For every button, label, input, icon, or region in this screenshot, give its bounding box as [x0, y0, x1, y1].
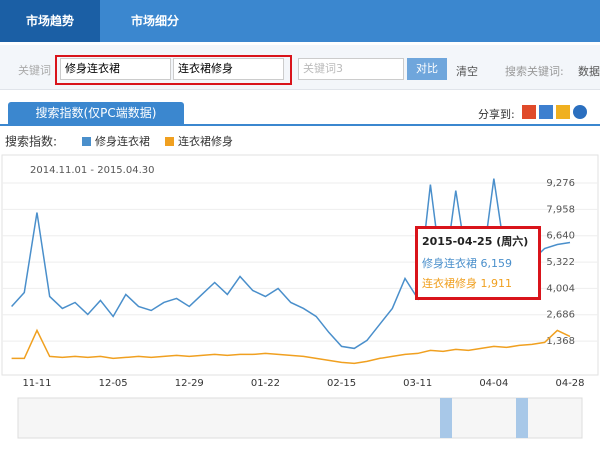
x-tick-label: 04-04: [479, 378, 508, 389]
tooltip-value: 1,911: [480, 277, 513, 290]
button[interactable]: 对比: [407, 58, 447, 80]
y-tick-label: 7,958: [546, 204, 575, 215]
input[interactable]: 修身连衣裙: [60, 58, 171, 80]
y-tick-label: 6,640: [546, 231, 575, 242]
subtitle: 2014.11.01 - 2015.04.30: [30, 165, 154, 176]
x-tick-label: 11-11: [22, 378, 51, 389]
icon[interactable]: [539, 105, 553, 119]
label: 关键词: [18, 64, 51, 77]
legend-title: 搜索指数:: [5, 134, 57, 149]
section-tab: 搜索指数(仅PC端数据): [8, 102, 184, 124]
share: 分享到:: [478, 108, 515, 121]
tooltip-name: 连衣裙修身: [422, 277, 477, 290]
input[interactable]: 关键词3: [298, 58, 404, 80]
tooltip-value: 6,159: [480, 257, 513, 270]
x-tick-label: 03-11: [403, 378, 432, 389]
icon[interactable]: [522, 105, 536, 119]
x-tick-label: 12-05: [99, 378, 128, 389]
tab[interactable]: 市场趋势: [0, 0, 100, 42]
tooltip: 2015-04-25 (周六) 修身连衣裙 6,159 连衣裙修身 1,911: [415, 226, 541, 300]
highlight: [55, 55, 292, 85]
icon[interactable]: [556, 105, 570, 119]
x-tick-label: 04-28: [555, 378, 584, 389]
x-tick-label: 12-29: [175, 378, 204, 389]
rule: [0, 124, 600, 126]
tooltip-row: 修身连衣裙 6,159: [422, 255, 534, 271]
series-line: [11, 328, 571, 365]
tooltip-date: 2015-04-25 (周六): [422, 235, 529, 248]
navigator-handle[interactable]: [440, 398, 452, 438]
navigator[interactable]: [17, 397, 583, 439]
input[interactable]: 连衣裙修身: [173, 58, 284, 80]
label: 搜索关键词:: [505, 65, 564, 78]
y-tick-label: 5,322: [546, 257, 575, 268]
top-bar: [0, 0, 600, 42]
legend-label: 修身连衣裙: [95, 134, 150, 148]
y-tick-label: 9,276: [546, 178, 575, 189]
tooltip-name: 修身连衣裙: [422, 257, 477, 270]
x-tick-label: 02-15: [327, 378, 356, 389]
icon[interactable]: [573, 105, 587, 119]
label: 数据: [578, 65, 600, 78]
navigator-handle[interactable]: [516, 398, 528, 438]
y-tick-label: 1,368: [546, 336, 575, 347]
legend-swatch: [165, 137, 174, 146]
legend-label: 连衣裙修身: [178, 134, 233, 148]
y-tick-label: 2,686: [546, 310, 575, 321]
link[interactable]: 清空: [456, 65, 478, 78]
y-tick-label: 4,004: [546, 283, 575, 294]
tab[interactable]: 市场细分: [130, 14, 179, 28]
tooltip-row: 连衣裙修身 1,911: [422, 275, 534, 291]
x-tick-label: 01-22: [251, 378, 280, 389]
legend-swatch: [82, 137, 91, 146]
